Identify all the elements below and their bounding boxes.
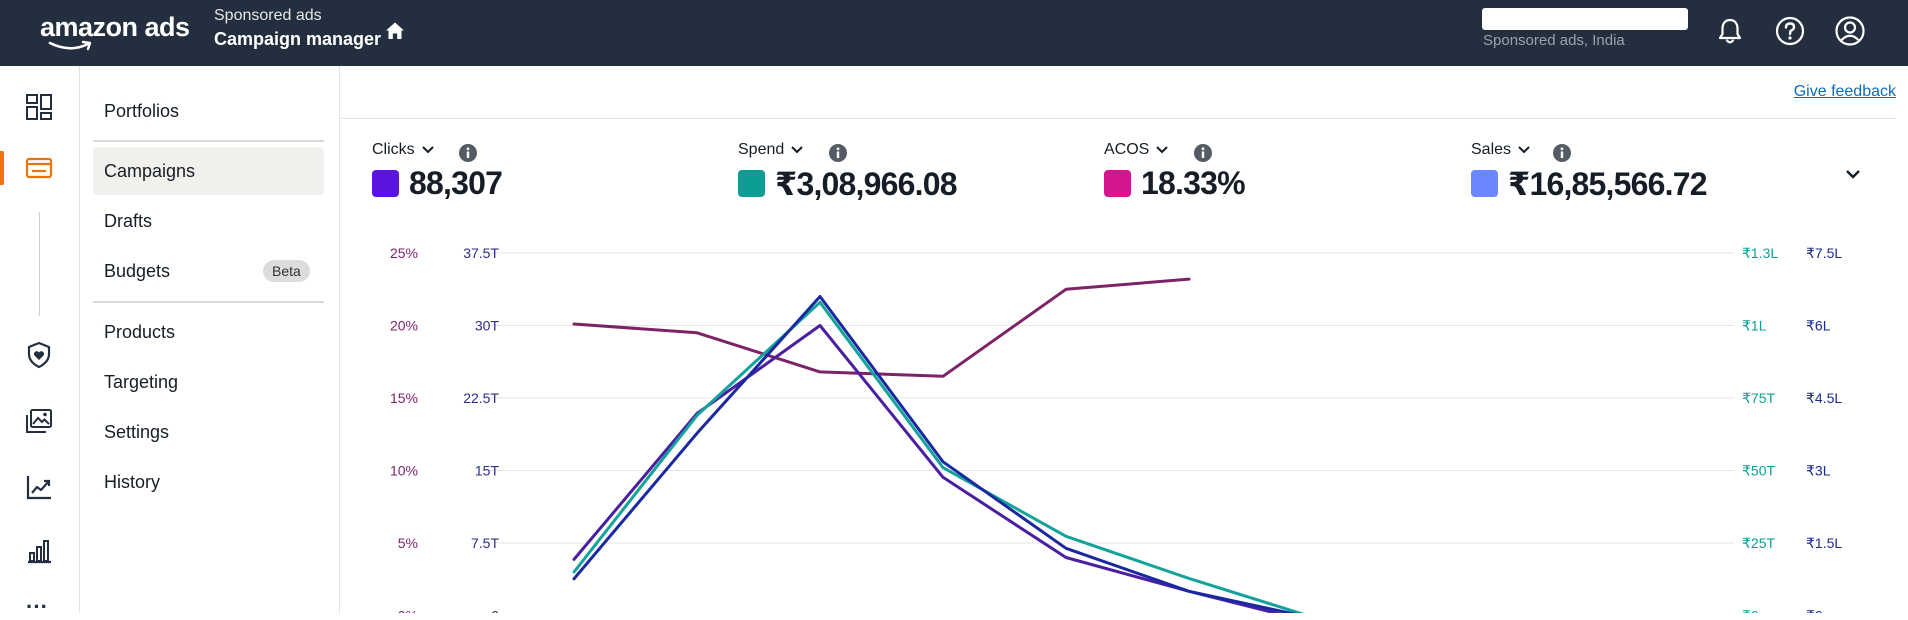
bell-icon[interactable]: [1713, 14, 1747, 48]
help-icon[interactable]: [1773, 14, 1807, 48]
axis-tick-label-sales: ₹0: [1806, 608, 1823, 614]
series-line-sales: [572, 295, 1297, 613]
amazon-ads-logo[interactable]: amazon ads: [40, 10, 190, 54]
chevron-down-icon: [421, 146, 434, 154]
metric-label: Clicks: [372, 141, 415, 158]
axis-tick-label-acos: 25%: [390, 245, 418, 261]
axis-tick-label-acos: 0%: [398, 608, 418, 614]
chevron-down-icon: [1518, 146, 1530, 154]
metric-clicks[interactable]: Clicks 88,307: [372, 141, 672, 211]
rail-active-indicator: [0, 151, 4, 185]
axis-tick-label-spend: ₹0: [1742, 608, 1759, 614]
product-subtitle: Sponsored ads: [214, 7, 322, 24]
nav-portfolios[interactable]: Portfolios: [104, 101, 180, 121]
metric-value: ₹3,08,966.08: [775, 166, 958, 202]
metric-acos[interactable]: ACOS 18.33%: [1104, 141, 1404, 211]
axis-tick-label-sales: ₹1.5L: [1806, 535, 1842, 551]
metric-label: Sales: [1471, 141, 1512, 158]
nav-history[interactable]: History: [104, 472, 161, 492]
nav-targeting[interactable]: Targeting: [104, 372, 179, 392]
metric-label: ACOS: [1104, 141, 1150, 158]
nav-drafts[interactable]: Drafts: [104, 211, 153, 231]
axis-tick-label-clicks: 7.5T: [471, 535, 499, 551]
axis-tick-label-sales: ₹3L: [1806, 463, 1831, 479]
axis-tick-label-acos: 5%: [398, 535, 418, 551]
metric-value: 18.33%: [1141, 165, 1246, 201]
metric-value: 88,307: [409, 165, 503, 201]
product-title[interactable]: Campaign manager: [214, 29, 382, 49]
give-feedback-link[interactable]: Give feedback: [1793, 83, 1896, 100]
axis-tick-label-clicks: 15T: [475, 463, 500, 479]
account-name-redacted[interactable]: [1482, 8, 1688, 30]
info-icon[interactable]: [1552, 143, 1572, 163]
beta-badge: Beta: [263, 260, 310, 282]
axis-tick-label-acos: 20%: [390, 318, 418, 334]
axis-tick-label-spend: ₹1.3L: [1742, 245, 1778, 261]
metric-color-swatch[interactable]: [372, 170, 399, 197]
axis-tick-label-spend: ₹1L: [1742, 318, 1767, 334]
info-icon[interactable]: [1193, 143, 1213, 163]
metric-color-swatch[interactable]: [1104, 170, 1131, 197]
metric-label: Spend: [738, 141, 785, 158]
axis-tick-label-clicks: 0: [491, 608, 499, 614]
metric-sales[interactable]: Sales ₹16,85,566.72: [1471, 141, 1771, 211]
axis-tick-label-sales: ₹4.5L: [1806, 390, 1842, 406]
nav-settings[interactable]: Settings: [104, 422, 170, 442]
dashboard-icon[interactable]: [24, 92, 54, 122]
nav-active-highlight: [93, 147, 324, 195]
info-icon[interactable]: [828, 143, 848, 163]
nav-divider: [93, 301, 324, 303]
metric-selector[interactable]: Spend: [738, 141, 804, 159]
metric-selector[interactable]: Clicks: [372, 141, 435, 159]
info-icon[interactable]: [458, 143, 478, 163]
nav-campaigns[interactable]: Campaigns: [104, 161, 196, 181]
amazon-smile-icon: [48, 40, 92, 51]
axis-tick-label-sales: ₹7.5L: [1806, 245, 1842, 261]
axis-tick-label-acos: 10%: [390, 463, 418, 479]
creative-image-icon[interactable]: [24, 406, 54, 436]
account-icon[interactable]: [1833, 14, 1867, 48]
nav-divider: [93, 140, 324, 142]
top-bar: amazon ads Sponsored ads Campaign manage…: [0, 0, 1908, 66]
chevron-down-icon: [1156, 146, 1169, 154]
metric-selector[interactable]: Sales: [1471, 141, 1531, 159]
side-nav: Portfolios Campaigns Drafts Budgets Beta…: [80, 66, 340, 613]
bar-chart-icon[interactable]: [24, 536, 54, 566]
expand-metrics-chevron-icon[interactable]: [1844, 168, 1862, 180]
nav-products[interactable]: Products: [104, 322, 176, 342]
trend-chart-icon[interactable]: [24, 472, 54, 502]
series-line-spend: [572, 300, 1305, 613]
brand-shield-icon[interactable]: [24, 340, 54, 370]
axis-tick-label-sales: ₹6L: [1806, 318, 1831, 334]
metric-selector[interactable]: ACOS: [1104, 141, 1169, 159]
axis-tick-label-clicks: 37.5T: [463, 245, 499, 261]
axis-tick-label-spend: ₹25T: [1742, 535, 1775, 551]
account-marketplace: Sponsored ads, India: [1483, 32, 1625, 49]
main-content: Give feedback Clicks 88,307 Spend ₹3,08,…: [341, 66, 1896, 613]
chevron-down-icon: [791, 146, 803, 154]
main-divider: [341, 118, 1896, 119]
metric-value: ₹16,85,566.72: [1508, 166, 1708, 202]
metric-spend[interactable]: Spend ₹3,08,966.08: [738, 141, 1038, 211]
nav-budgets[interactable]: Budgets: [104, 261, 171, 281]
axis-tick-label-clicks: 30T: [475, 318, 500, 334]
more-icon[interactable]: ···: [26, 594, 48, 619]
left-rail: ···: [0, 66, 80, 619]
axis-tick-label-spend: ₹75T: [1742, 390, 1775, 406]
campaigns-icon[interactable]: [24, 153, 54, 183]
metric-color-swatch[interactable]: [1471, 170, 1498, 197]
axis-tick-label-acos: 15%: [390, 390, 418, 406]
metric-color-swatch[interactable]: [738, 170, 765, 197]
rail-divider-line: [39, 212, 40, 316]
axis-tick-label-spend: ₹50T: [1742, 463, 1775, 479]
series-line-acos: [572, 277, 1191, 378]
logo-text: amazon ads: [40, 12, 190, 42]
performance-chart: 0% 5% 10% 15% 20% 25% 0 7.5T 15T 22.5T 30T 37.5T ₹0 ₹…: [390, 245, 1842, 614]
axis-tick-label-clicks: 22.5T: [463, 390, 499, 406]
home-icon[interactable]: [383, 19, 407, 43]
